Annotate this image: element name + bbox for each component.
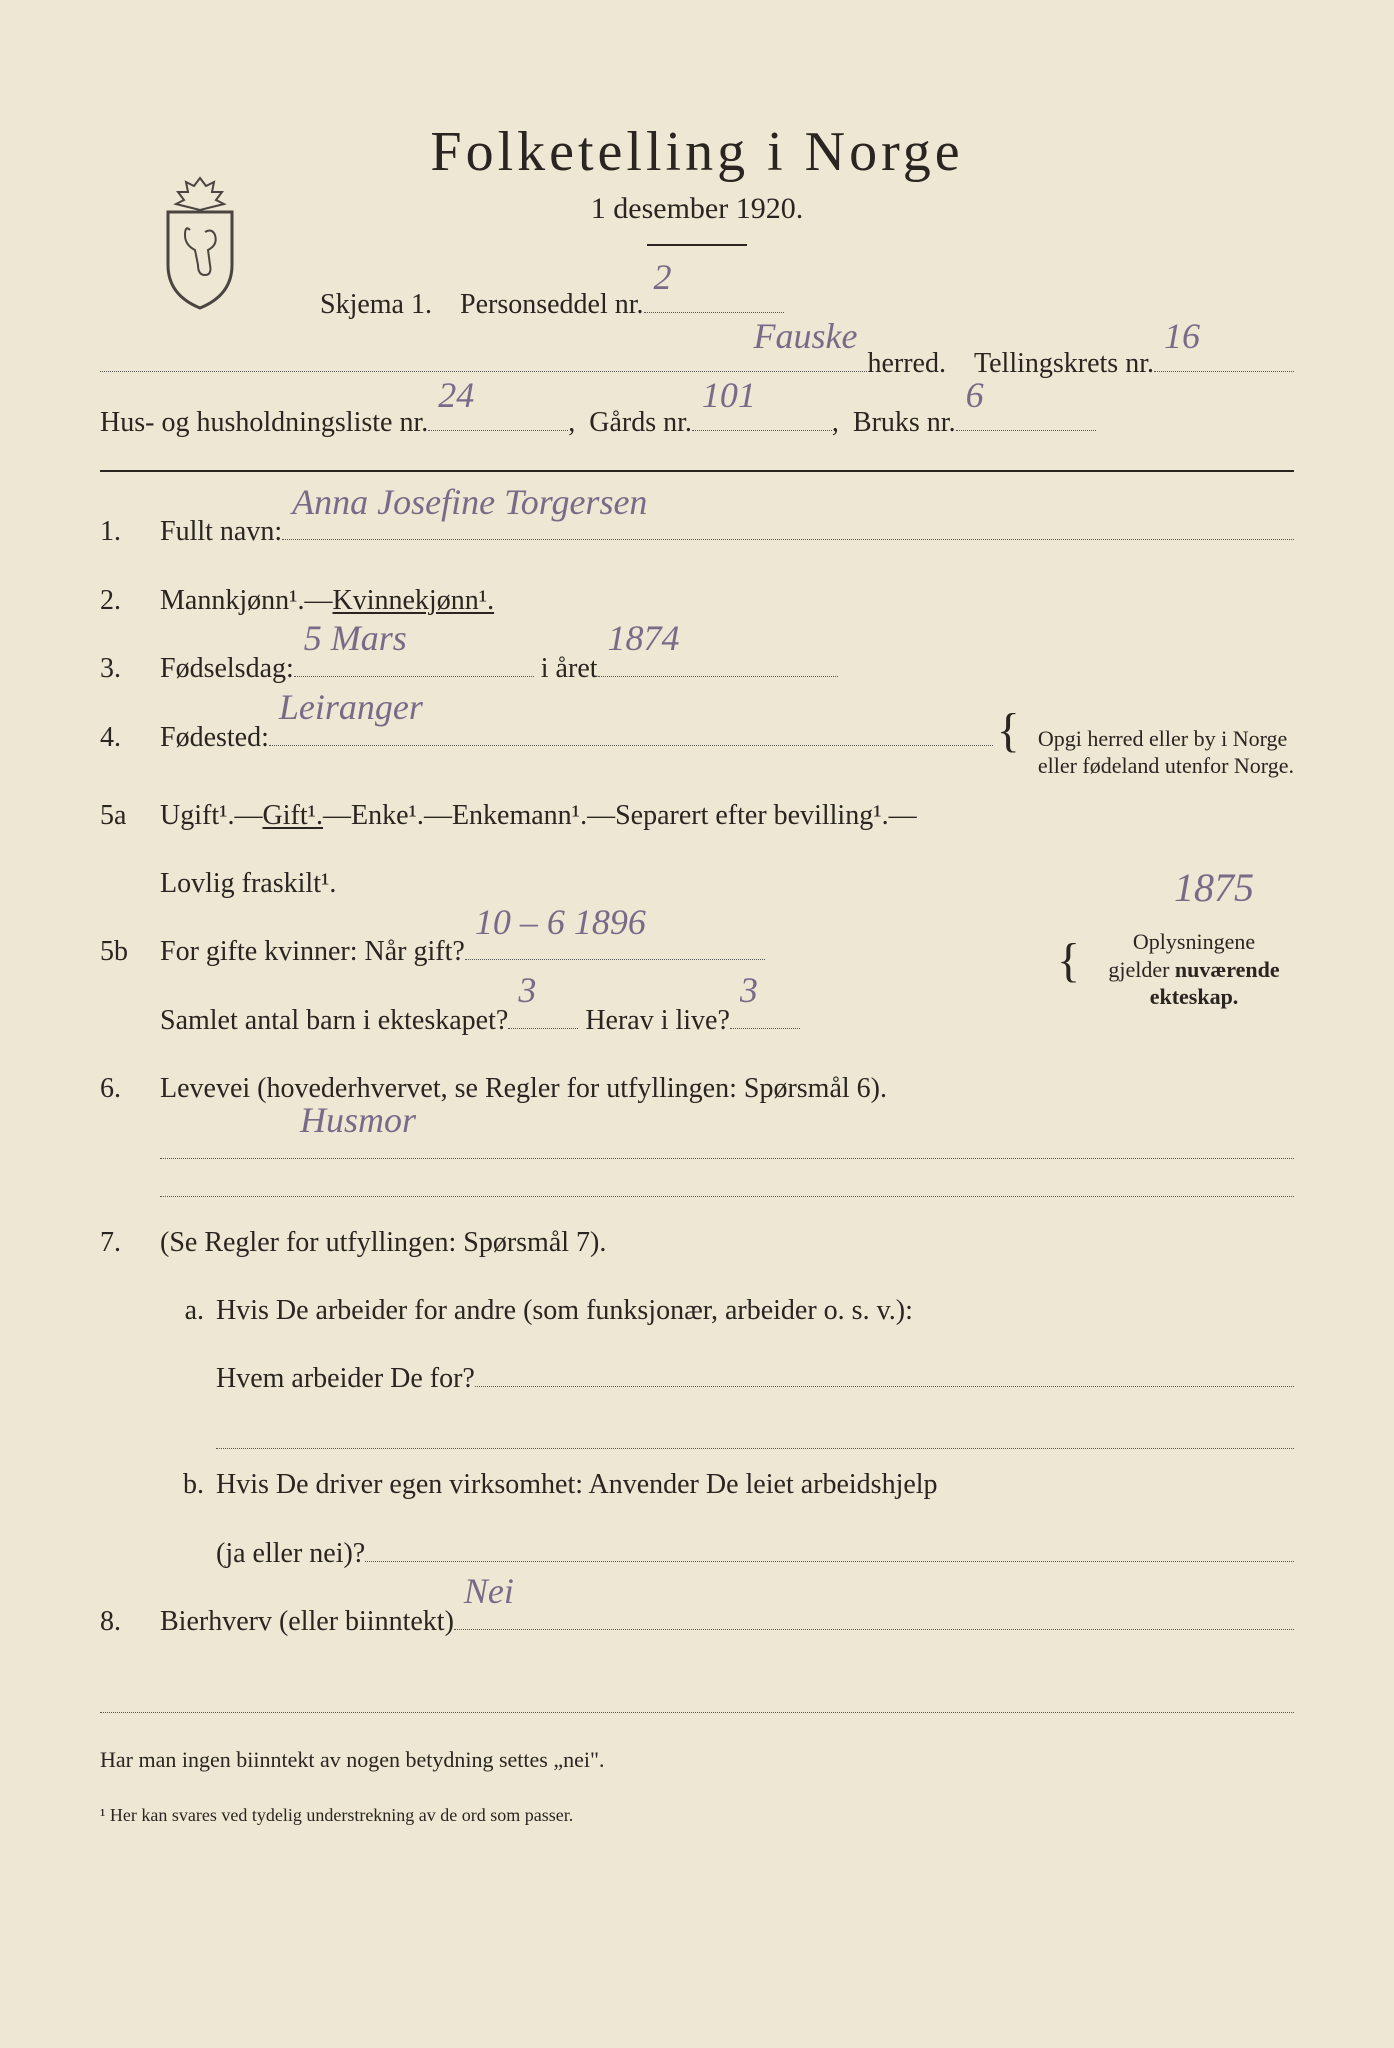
q3-year-label: i året xyxy=(541,637,598,701)
coat-of-arms-emblem xyxy=(150,170,250,310)
q7-label: (Se Regler for utfyllingen: Spørsmål 7). xyxy=(160,1211,606,1275)
q5b-label3: Herav i live? xyxy=(585,989,730,1053)
q7a-label1: Hvis De arbeider for andre (som funksjon… xyxy=(216,1279,913,1343)
personseddel-value: 2 xyxy=(654,240,672,316)
q7a-field xyxy=(475,1354,1294,1388)
personseddel-label: Personseddel nr. xyxy=(460,276,644,335)
q7b-num: b. xyxy=(160,1453,216,1517)
q5b-label2: Samlet antal barn i ekteskapet? xyxy=(160,989,508,1053)
bruks-label: Bruks nr. xyxy=(853,394,956,453)
q5b-label1: For gifte kvinner: Når gift? xyxy=(160,920,465,984)
q7-num: 7. xyxy=(100,1211,160,1275)
q5a-enke: Enke¹. xyxy=(351,784,424,848)
q5b-note: Oplysningene gjelder nuværende ekteskap. xyxy=(1094,928,1294,1011)
q6-field: Husmor xyxy=(160,1126,1294,1160)
q5b-note-2: gjelder nuværende xyxy=(1108,957,1279,982)
q5b-barn-field: 3 xyxy=(508,995,578,1029)
herred-value: Fauske xyxy=(753,299,857,375)
herred-label: herred. xyxy=(867,335,946,394)
q4-note: Opgi herred eller by i Norge eller fødel… xyxy=(1038,725,1294,780)
footer-line1: Har man ingen biinntekt av nogen betydni… xyxy=(100,1735,1294,1786)
husliste-label: Hus- og husholdningsliste nr. xyxy=(100,394,428,453)
q7a-field-2 xyxy=(216,1416,1294,1450)
q3-num: 3. xyxy=(100,637,160,701)
q4-field: Leiranger xyxy=(269,712,993,746)
q2-mann: Mannkjønn¹. xyxy=(160,569,305,633)
q7a-label2: Hvem arbeider De for? xyxy=(216,1347,475,1411)
brace-right-icon: { xyxy=(1057,942,1080,980)
skjema-label: Skjema 1. xyxy=(320,276,432,335)
q5a-num: 5a xyxy=(100,784,160,848)
tellingskrets-label: Tellingskrets nr. xyxy=(974,335,1154,394)
gards-value: 101 xyxy=(702,358,756,434)
q5b-num: 5b xyxy=(100,920,160,984)
q5a-fraskilt: Lovlig fraskilt¹. xyxy=(160,852,336,916)
q5a-ugift: Ugift¹. xyxy=(160,784,235,848)
q4-value: Leiranger xyxy=(279,666,423,749)
q5b-gift-value: 10 – 6 1896 xyxy=(475,881,646,964)
footer-rule xyxy=(100,1685,1294,1713)
q5b-note-3: ekteskap. xyxy=(1150,984,1239,1009)
brace-left-icon: { xyxy=(997,712,1020,750)
q6-value: Husmor xyxy=(300,1079,416,1162)
husliste-value: 24 xyxy=(438,358,474,434)
page-title: Folketelling i Norge xyxy=(100,120,1294,184)
q1-num: 1. xyxy=(100,500,160,564)
tellingskrets-value: 16 xyxy=(1164,299,1200,375)
q8-field: Nei xyxy=(454,1597,1294,1631)
q5a-separert: Separert efter bevilling¹. xyxy=(615,784,889,848)
tellingskrets-field: 16 xyxy=(1154,338,1294,372)
q7b-label1: Hvis De driver egen virksomhet: Anvender… xyxy=(216,1453,938,1517)
q3-year-field: 1874 xyxy=(598,644,838,678)
q8-value: Nei xyxy=(464,1550,514,1633)
q5b-live-field: 3 xyxy=(730,995,800,1029)
q6-num: 6. xyxy=(100,1057,160,1121)
divider xyxy=(100,470,1294,472)
q6-label: Levevei (hovederhvervet, se Regler for u… xyxy=(160,1057,887,1121)
q5a-gift: Gift¹. xyxy=(263,784,324,848)
q2-num: 2. xyxy=(100,569,160,633)
gards-field: 101 xyxy=(692,397,832,431)
footer-line2: ¹ Her kan svares ved tydelig understrekn… xyxy=(100,1795,1294,1836)
bruks-value: 6 xyxy=(966,358,984,434)
gards-label: Gårds nr. xyxy=(589,394,692,453)
q1-label: Fullt navn: xyxy=(160,500,282,564)
q5a-enkemann: Enkemann¹. xyxy=(452,784,587,848)
q3-label: Fødselsdag: xyxy=(160,637,294,701)
bruks-field: 6 xyxy=(956,397,1096,431)
page-subtitle: 1 desember 1920. xyxy=(100,192,1294,226)
q5b-barn-value: 3 xyxy=(518,949,536,1032)
q4-num: 4. xyxy=(100,706,160,770)
q1-field: Anna Josefine Torgersen xyxy=(282,507,1294,541)
q4-note-1: Opgi herred eller by i Norge xyxy=(1038,726,1287,751)
q7b-label2: (ja eller nei)? xyxy=(216,1522,365,1586)
q4-note-2: eller fødeland utenfor Norge. xyxy=(1038,753,1294,778)
q5b-note-1: Oplysningene xyxy=(1133,929,1255,954)
q8-num: 8. xyxy=(100,1590,160,1654)
q8-label: Bierhverv (eller biinntekt) xyxy=(160,1590,454,1654)
q5b-live-value: 3 xyxy=(740,949,758,1032)
q7a-num: a. xyxy=(160,1279,216,1343)
husliste-field: 24 xyxy=(428,397,568,431)
q6-field-2 xyxy=(160,1163,1294,1197)
q3-year-value: 1874 xyxy=(608,597,680,680)
q5b-gift-field: 10 – 6 1896 xyxy=(465,927,765,961)
q4-label: Fødested: xyxy=(160,706,269,770)
q1-value: Anna Josefine Torgersen xyxy=(292,461,647,544)
